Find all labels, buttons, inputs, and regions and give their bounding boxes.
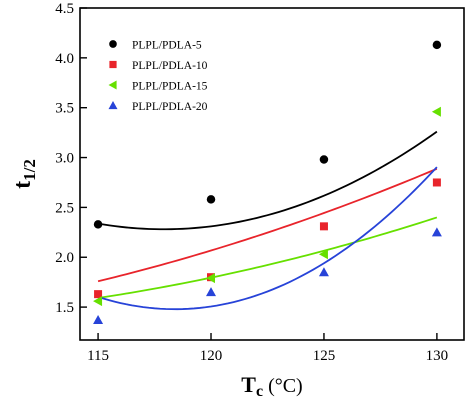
data-points [93, 40, 442, 325]
legend-label: PLPL/PDLA-5 [132, 40, 202, 52]
data-point [319, 222, 328, 231]
legend-marker [109, 60, 117, 69]
fit-curve [97, 216, 438, 299]
y-axis-title: t1/2 [10, 159, 39, 189]
fit-curve [97, 130, 438, 231]
legend-marker [108, 80, 117, 90]
tick-layer: 115 120 125 130 1.5 2.0 2.5 3.0 3.5 4.0 4.5 [55, 1, 448, 364]
plot-frame [79, 7, 465, 341]
data-point [431, 227, 442, 237]
y-tick-label: 4.5 [55, 1, 74, 17]
legend-label: PLPL/PDLA-15 [132, 81, 208, 93]
x-tick-label: 130 [426, 348, 449, 364]
legend-marker [109, 40, 117, 48]
data-point [206, 195, 216, 204]
data-point [93, 296, 103, 307]
data-point [93, 220, 103, 229]
y-tick-label: 4.0 [55, 51, 74, 67]
x-tick-label: 115 [87, 348, 109, 364]
data-point [432, 178, 441, 187]
x-tick-label: 125 [313, 348, 336, 364]
fit-curve [97, 166, 438, 311]
x-tick-label: 120 [200, 348, 223, 364]
x-axis-title: Tc (°C) [241, 372, 302, 400]
data-point [318, 249, 328, 260]
y-tick-label: 2.0 [55, 250, 74, 266]
legend: PLPL/PDLA-5 PLPL/PDLA-10 PLPL/PDLA-15 PLPL/… [108, 40, 208, 113]
legend-label: PLPL/PDLA-20 [132, 101, 208, 113]
y-tick-label: 1.5 [55, 300, 74, 316]
data-point [432, 40, 442, 50]
legend-marker [108, 101, 118, 110]
data-point [318, 267, 329, 277]
legend-label: PLPL/PDLA-10 [132, 60, 208, 72]
data-point [431, 106, 441, 117]
data-point [319, 155, 329, 164]
y-tick-label: 3.5 [55, 101, 74, 117]
data-point [206, 273, 216, 284]
data-point [206, 287, 217, 297]
y-tick-label: 2.5 [55, 200, 74, 216]
data-point [94, 290, 103, 299]
y-tick-label: 3.0 [55, 151, 74, 167]
data-point [93, 315, 104, 325]
fit-curves [97, 130, 438, 311]
fit-curve [97, 167, 438, 283]
